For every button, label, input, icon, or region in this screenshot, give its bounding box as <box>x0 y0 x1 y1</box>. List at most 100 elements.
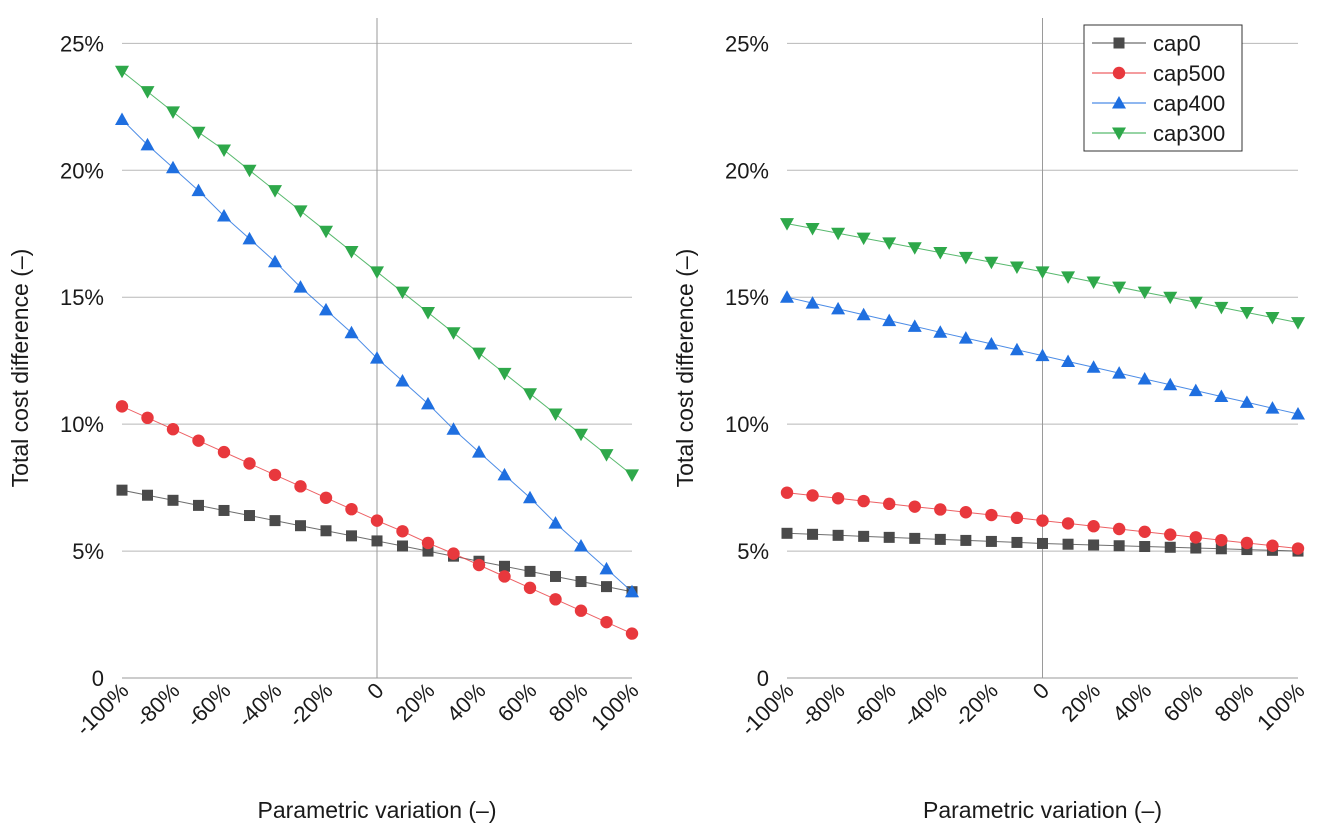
data-point-cap300 <box>472 347 486 361</box>
legend-box <box>1083 24 1243 152</box>
data-point-cap400 <box>344 325 359 339</box>
data-point-cap500 <box>1036 514 1049 527</box>
data-point-cap500 <box>600 615 613 629</box>
data-point-cap0 <box>218 504 230 516</box>
series-cap300 <box>115 65 639 482</box>
data-point-cap400 <box>1086 360 1101 373</box>
x-tick-label: 40% <box>442 678 491 727</box>
data-point-cap400 <box>625 584 639 598</box>
data-point-cap500 <box>1010 511 1024 525</box>
data-point-cap0 <box>371 535 383 547</box>
chart-panel-1: 05%10%15%20%25%-100%-80%-60%-40%-20% 0 20%… <box>7 18 644 823</box>
chart-panel-2: 05%10%15%20%25%-100%-80%-60%-40%-20% 0 20%… <box>672 18 1310 823</box>
data-point-cap400 <box>268 254 282 268</box>
x-tick-label: -20% <box>284 678 338 732</box>
legend-marker-cap0 <box>1113 37 1125 49</box>
data-point-cap300 <box>984 256 999 270</box>
data-point-cap300 <box>1086 276 1101 289</box>
data-point-cap400 <box>856 307 871 321</box>
x-tick-label: 20% <box>1056 678 1105 727</box>
data-point-cap300 <box>370 266 384 279</box>
data-point-cap0 <box>499 560 510 572</box>
data-point-cap300 <box>1035 266 1050 279</box>
legend-label-cap400: cap400 <box>1153 91 1225 116</box>
legend-label-cap500: cap500 <box>1153 61 1225 86</box>
data-point-cap400 <box>1112 366 1127 379</box>
data-point-cap500 <box>1215 533 1228 547</box>
x-tick-label: -80% <box>131 678 185 732</box>
data-point-cap500 <box>1112 522 1126 536</box>
data-point-cap400 <box>1291 407 1305 420</box>
y-tick-label: 10% <box>725 412 769 437</box>
x-axis-title: Parametric variation (–) <box>257 797 496 823</box>
data-point-cap300 <box>242 164 257 178</box>
data-point-cap300 <box>933 247 948 260</box>
data-point-cap300 <box>831 227 846 241</box>
data-point-cap300 <box>907 242 922 255</box>
data-point-cap500 <box>806 489 819 502</box>
data-point-cap500 <box>498 570 511 583</box>
data-point-cap300 <box>344 246 359 259</box>
data-point-cap0 <box>524 565 536 577</box>
data-point-cap300 <box>115 65 129 79</box>
data-point-cap0 <box>909 532 921 544</box>
series-cap0 <box>116 484 638 598</box>
series-cap400 <box>780 290 1305 420</box>
data-point-cap0 <box>1215 543 1227 555</box>
data-point-cap300 <box>395 286 410 300</box>
data-point-cap300 <box>1009 261 1024 275</box>
data-point-cap400 <box>599 561 614 575</box>
data-point-cap300 <box>523 388 537 401</box>
data-point-cap400 <box>1035 348 1050 362</box>
data-point-cap500 <box>319 491 333 504</box>
data-point-cap0 <box>985 535 997 547</box>
data-point-cap300 <box>497 367 512 381</box>
data-point-cap0 <box>934 533 946 545</box>
data-point-cap300 <box>1265 312 1280 325</box>
data-point-cap300 <box>625 469 639 482</box>
data-point-cap300 <box>958 251 973 265</box>
data-point-cap500 <box>1164 528 1177 541</box>
data-point-cap500 <box>1291 542 1305 555</box>
x-tick-label: 60% <box>1159 678 1208 727</box>
data-point-cap0 <box>807 528 819 540</box>
data-point-cap500 <box>268 468 282 482</box>
data-point-cap0 <box>346 530 357 542</box>
y-tick-label: 25% <box>725 31 769 56</box>
data-point-cap400 <box>984 336 999 350</box>
data-point-cap400 <box>472 445 486 458</box>
data-point-cap400 <box>548 516 563 529</box>
data-point-cap500 <box>141 411 154 425</box>
y-tick-label: 5% <box>72 539 104 564</box>
legend-label-cap0: cap0 <box>1153 31 1201 56</box>
data-point-cap400 <box>1265 401 1280 414</box>
data-point-cap500 <box>831 492 845 505</box>
data-point-cap400 <box>882 313 897 327</box>
data-point-cap400 <box>115 112 129 126</box>
data-point-cap0 <box>397 540 408 552</box>
x-tick-label: 100% <box>586 678 643 735</box>
y-tick-label: 25% <box>60 31 104 56</box>
x-tick-label: 100% <box>1252 678 1309 735</box>
data-point-cap400 <box>831 301 846 315</box>
legend-label-cap300: cap300 <box>1153 121 1225 146</box>
data-point-cap500 <box>370 514 384 527</box>
data-point-cap400 <box>805 296 820 309</box>
data-point-cap400 <box>1239 395 1254 408</box>
legend-marker-cap400 <box>1112 96 1126 109</box>
series-cap300 <box>780 218 1305 330</box>
data-point-cap400 <box>1061 354 1076 367</box>
y-tick-label: 20% <box>60 158 104 183</box>
data-point-cap300 <box>1214 301 1229 315</box>
data-point-cap400 <box>191 183 206 197</box>
data-point-cap500 <box>985 508 998 522</box>
data-point-cap500 <box>115 400 129 413</box>
data-point-cap400 <box>1188 383 1203 397</box>
data-point-cap400 <box>1163 377 1178 391</box>
data-point-cap400 <box>395 374 410 387</box>
data-point-cap300 <box>574 428 588 442</box>
data-point-cap500 <box>1240 536 1254 550</box>
x-tick-label: -20% <box>949 678 1003 732</box>
data-point-cap500 <box>345 502 358 516</box>
